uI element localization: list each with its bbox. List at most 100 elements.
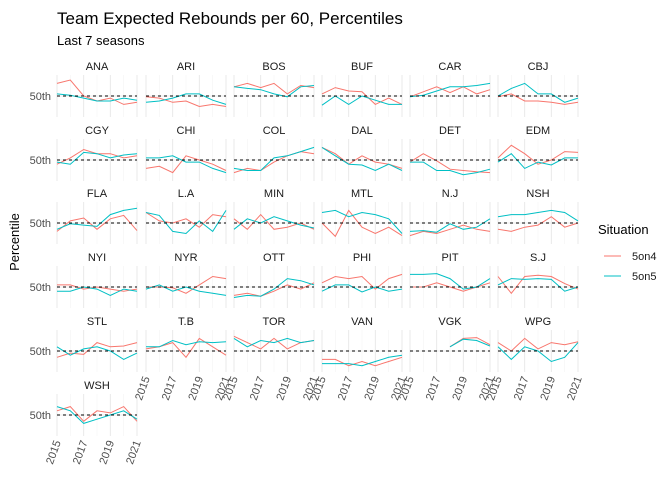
facet-label-pit: PIT bbox=[441, 252, 458, 264]
facet-label-van: VAN bbox=[351, 316, 373, 328]
chart-subtitle: Last 7 seasons bbox=[57, 33, 145, 48]
panel-mtl: MTL bbox=[321, 188, 403, 244]
panel-car: CAR bbox=[409, 61, 491, 117]
facet-label-col: COL bbox=[263, 125, 286, 137]
panel-n-j: N.J bbox=[409, 188, 491, 244]
y-tick-label: 50th bbox=[30, 91, 51, 103]
panel-det: DET bbox=[409, 125, 491, 181]
y-tick-label: 50th bbox=[30, 218, 51, 230]
panel-edm: EDM bbox=[497, 125, 579, 181]
series-line-5on5 bbox=[497, 82, 579, 103]
series-line-5on5 bbox=[497, 209, 579, 222]
series-line-5on5 bbox=[497, 342, 579, 363]
legend-title: Situation bbox=[598, 222, 649, 237]
facet-panels: ANA 50th ARI BOS BUF CAR CBJ CGY 50th CHI COL DAL DE… bbox=[30, 61, 579, 436]
facet-label-car: CAR bbox=[438, 61, 461, 73]
series-line-5on4 bbox=[56, 342, 138, 358]
y-tick-label: 50th bbox=[30, 155, 51, 167]
series-line-5on5 bbox=[56, 346, 138, 360]
facet-label-phi: PHI bbox=[353, 252, 371, 264]
facet-label-s-j: S.J bbox=[530, 252, 546, 264]
panel-buf: BUF bbox=[321, 61, 403, 117]
panel-t-b: T.B bbox=[145, 316, 227, 372]
series-line-5on4 bbox=[321, 209, 403, 238]
series-line-5on4 bbox=[145, 155, 227, 174]
facet-label-stl: STL bbox=[87, 316, 107, 328]
legend: Situation 5on4 5on5 bbox=[598, 222, 656, 283]
series-line-5on5 bbox=[145, 93, 227, 105]
panel-l-a: L.A bbox=[145, 188, 227, 244]
series-line-5on4 bbox=[497, 216, 579, 232]
x-tick-label: 2017 bbox=[160, 375, 180, 402]
panel-ana: ANA 50th bbox=[30, 61, 138, 117]
series-line-5on5 bbox=[497, 278, 579, 292]
series-line-5on5 bbox=[449, 338, 491, 348]
panel-nsh: NSH bbox=[497, 188, 579, 244]
facet-label-edm: EDM bbox=[526, 125, 550, 137]
series-line-5on5 bbox=[56, 93, 138, 102]
series-line-5on4 bbox=[321, 273, 403, 290]
panel-van: VAN bbox=[321, 316, 403, 372]
panel-dal: DAL bbox=[321, 125, 403, 181]
y-axis-label: Percentile bbox=[7, 213, 22, 271]
facet-label-wsh: WSH bbox=[84, 380, 110, 392]
series-line-5on5 bbox=[145, 284, 227, 296]
x-tick-label: 2015 bbox=[44, 439, 64, 466]
facet-label-t-b: T.B bbox=[178, 316, 194, 328]
panel-nyi: NYI 50th bbox=[30, 252, 138, 308]
facet-label-mtl: MTL bbox=[351, 188, 373, 200]
series-line-5on5 bbox=[321, 146, 403, 172]
series-line-5on4 bbox=[233, 82, 315, 95]
x-tick-label: 2015 bbox=[133, 375, 153, 402]
facet-label-min: MIN bbox=[264, 188, 284, 200]
panel-pit: PIT bbox=[409, 252, 491, 308]
panel-cbj: CBJ bbox=[497, 61, 579, 117]
series-line-5on5 bbox=[146, 155, 227, 174]
facet-label-fla: FLA bbox=[87, 188, 108, 200]
series-line-5on4 bbox=[449, 337, 491, 348]
facet-label-tor: TOR bbox=[262, 316, 285, 328]
series-line-5on5 bbox=[233, 278, 315, 298]
series-line-5on4 bbox=[497, 144, 579, 165]
series-line-5on4 bbox=[145, 212, 227, 228]
series-line-5on5 bbox=[145, 210, 227, 235]
panel-stl: STL 50th bbox=[30, 316, 138, 372]
x-tick-label: 2017 bbox=[512, 375, 532, 402]
x-tick-label: 2019 bbox=[450, 375, 470, 402]
x-tick-label: 2019 bbox=[362, 375, 382, 402]
series-line-5on5 bbox=[233, 216, 315, 230]
series-line-5on5 bbox=[233, 85, 315, 98]
series-line-5on4 bbox=[409, 153, 491, 174]
x-tick-label: 2019 bbox=[97, 439, 117, 466]
facet-label-det: DET bbox=[439, 125, 461, 137]
panel-min: MIN bbox=[233, 188, 315, 244]
series-line-5on4 bbox=[145, 96, 227, 108]
series-line-5on4 bbox=[409, 224, 491, 237]
facet-label-wpg: WPG bbox=[525, 316, 551, 328]
series-line-5on5 bbox=[146, 339, 227, 348]
series-line-5on4 bbox=[57, 284, 138, 292]
panel-ari: ARI bbox=[145, 61, 227, 117]
y-tick-label: 50th bbox=[30, 346, 51, 358]
facet-label-n-j: N.J bbox=[442, 188, 459, 200]
x-tick-label: 2017 bbox=[424, 375, 444, 402]
panel-col: COL bbox=[233, 125, 315, 181]
series-line-5on5 bbox=[322, 354, 403, 367]
x-tick-label: 2021 bbox=[124, 439, 144, 466]
series-line-5on4 bbox=[322, 356, 403, 367]
panel-chi: CHI bbox=[145, 125, 227, 181]
series-line-5on5 bbox=[321, 209, 403, 234]
legend-label-5on5: 5on5 bbox=[632, 271, 656, 283]
facet-label-cgy: CGY bbox=[85, 125, 110, 137]
x-tick-label: 2019 bbox=[274, 375, 294, 402]
facet-label-bos: BOS bbox=[262, 61, 285, 73]
x-tick-label: 2017 bbox=[336, 375, 356, 402]
series-line-5on5 bbox=[56, 207, 138, 230]
panel-tor: TOR bbox=[233, 316, 315, 372]
series-line-5on4 bbox=[409, 86, 491, 98]
facet-label-dal: DAL bbox=[351, 125, 372, 137]
y-tick-label: 50th bbox=[30, 282, 51, 294]
x-tick-label: 2017 bbox=[248, 375, 268, 402]
